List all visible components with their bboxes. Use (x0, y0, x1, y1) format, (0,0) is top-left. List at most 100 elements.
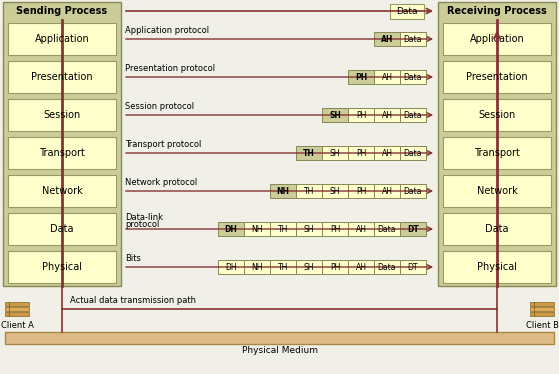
Text: Data: Data (396, 6, 418, 15)
Text: Presentation: Presentation (466, 72, 528, 82)
Text: Transport: Transport (39, 148, 85, 158)
Bar (8, 175, 116, 207)
Bar (5, 307, 29, 311)
Bar (5, 312, 29, 316)
Bar (296, 260, 322, 274)
Bar (296, 184, 322, 198)
Bar (374, 108, 400, 122)
Text: Network: Network (477, 186, 518, 196)
Bar (400, 222, 426, 236)
Text: AH: AH (381, 110, 392, 120)
Text: Application: Application (470, 34, 524, 44)
Text: Presentation: Presentation (31, 72, 93, 82)
Bar (218, 260, 244, 274)
Text: SH: SH (304, 263, 314, 272)
Bar (374, 146, 400, 160)
Text: AH: AH (381, 148, 392, 157)
Text: NH: NH (251, 263, 263, 272)
Text: Data: Data (378, 263, 396, 272)
Bar (5, 302, 29, 306)
Text: NH: NH (277, 187, 290, 196)
Text: Receiving Process: Receiving Process (447, 6, 547, 16)
Text: DH: DH (225, 224, 238, 233)
Bar (443, 99, 551, 131)
Text: AH: AH (356, 224, 367, 233)
Text: DH: DH (225, 263, 237, 272)
Bar (348, 222, 374, 236)
Text: Data: Data (404, 34, 422, 43)
Text: SH: SH (304, 224, 314, 233)
Bar (322, 184, 348, 198)
Text: TH: TH (278, 263, 288, 272)
Text: AH: AH (381, 187, 392, 196)
Text: AH: AH (356, 263, 367, 272)
Text: Data: Data (404, 110, 422, 120)
Bar (8, 23, 116, 55)
Bar (374, 70, 400, 84)
Bar (296, 222, 322, 236)
Text: Data: Data (404, 73, 422, 82)
Text: protocol: protocol (125, 220, 159, 229)
Text: DT: DT (407, 224, 419, 233)
Bar (270, 184, 296, 198)
Text: TH: TH (303, 148, 315, 157)
Bar (8, 137, 116, 169)
Bar (296, 146, 322, 160)
Text: Transport: Transport (474, 148, 520, 158)
Bar (400, 184, 426, 198)
Text: Session: Session (479, 110, 515, 120)
Text: Presentation protocol: Presentation protocol (125, 64, 215, 73)
Text: Data-link: Data-link (125, 213, 163, 222)
Text: TH: TH (278, 224, 288, 233)
Bar (348, 260, 374, 274)
Bar (8, 61, 116, 93)
Text: PH: PH (330, 224, 340, 233)
Text: Network: Network (41, 186, 82, 196)
Bar (8, 213, 116, 245)
Text: AH: AH (381, 34, 393, 43)
Text: Data: Data (485, 224, 509, 234)
Text: Sending Process: Sending Process (16, 6, 107, 16)
Bar (348, 146, 374, 160)
Text: Application protocol: Application protocol (125, 26, 209, 35)
Bar (443, 61, 551, 93)
Text: Physical Medium: Physical Medium (242, 346, 318, 355)
Bar (530, 312, 554, 316)
Bar (322, 222, 348, 236)
Text: Client A: Client A (1, 321, 34, 330)
Text: Data: Data (404, 187, 422, 196)
Bar (530, 307, 554, 311)
Bar (374, 184, 400, 198)
Text: SH: SH (330, 187, 340, 196)
Text: SH: SH (330, 148, 340, 157)
Bar (400, 108, 426, 122)
Text: PH: PH (355, 73, 367, 82)
Bar (348, 108, 374, 122)
Text: Bits: Bits (125, 254, 141, 263)
Text: Client B: Client B (525, 321, 558, 330)
Bar (270, 260, 296, 274)
Text: Application: Application (35, 34, 89, 44)
Bar (322, 146, 348, 160)
Text: SH: SH (329, 110, 341, 120)
Bar (530, 302, 554, 306)
Text: Session: Session (44, 110, 80, 120)
Text: PH: PH (330, 263, 340, 272)
Text: Actual data transmission path: Actual data transmission path (70, 296, 196, 305)
Text: PH: PH (356, 110, 366, 120)
Bar (5, 332, 554, 344)
Bar (348, 184, 374, 198)
Text: Physical: Physical (477, 262, 517, 272)
Bar (244, 260, 270, 274)
Bar (8, 99, 116, 131)
Bar (3, 2, 121, 286)
Bar (443, 251, 551, 283)
Text: TH: TH (304, 187, 314, 196)
Text: PH: PH (356, 148, 366, 157)
Text: PH: PH (356, 187, 366, 196)
Text: AH: AH (381, 73, 392, 82)
Bar (443, 23, 551, 55)
Bar (244, 222, 270, 236)
Bar (322, 108, 348, 122)
Text: Transport protocol: Transport protocol (125, 140, 201, 149)
